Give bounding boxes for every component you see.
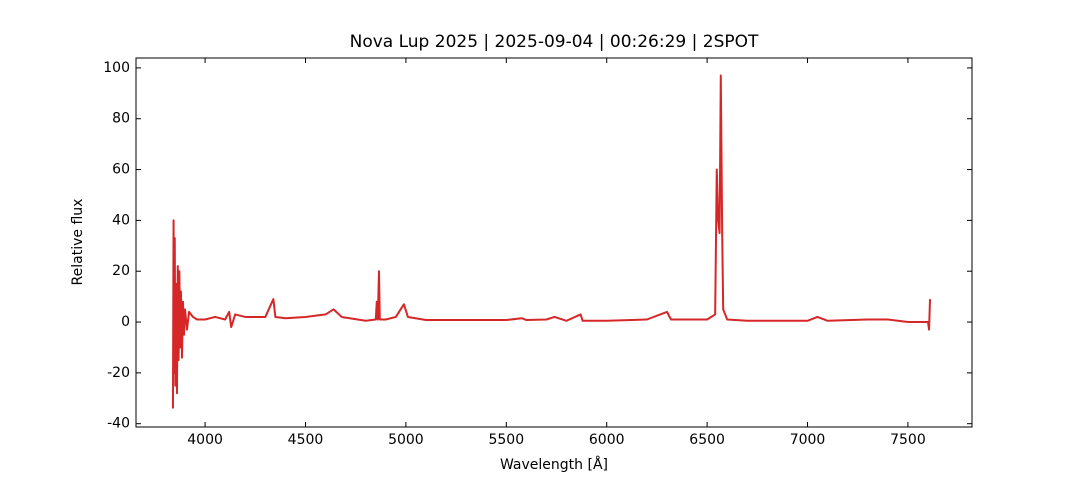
y-tick-label: 0	[121, 314, 130, 330]
y-tick-label: 20	[112, 263, 130, 279]
x-axis-label: Wavelength [Å]	[500, 456, 608, 473]
spectrum-line	[171, 74, 932, 409]
chart-title: Nova Lup 2025 | 2025-09-04 | 00:26:29 | …	[350, 32, 759, 52]
y-tick-label: 60	[112, 162, 130, 178]
plot-frame	[135, 57, 973, 428]
y-tick-label: 80	[112, 111, 130, 127]
y-tick-label: -20	[107, 365, 130, 381]
x-tick-label: 5000	[388, 432, 424, 448]
x-tick-label: 6500	[689, 432, 725, 448]
y-tick-label: -40	[107, 416, 130, 432]
y-tick-label: 100	[103, 60, 130, 76]
x-tick-label: 4500	[288, 432, 324, 448]
x-tick-label: 5500	[488, 432, 524, 448]
x-tick-label: 4000	[187, 432, 223, 448]
x-tick-label: 7500	[890, 432, 926, 448]
y-tick-label: 40	[112, 212, 130, 228]
x-tick-label: 7000	[790, 432, 826, 448]
x-tick-label: 6000	[589, 432, 625, 448]
y-axis-label: Relative flux	[70, 199, 86, 286]
